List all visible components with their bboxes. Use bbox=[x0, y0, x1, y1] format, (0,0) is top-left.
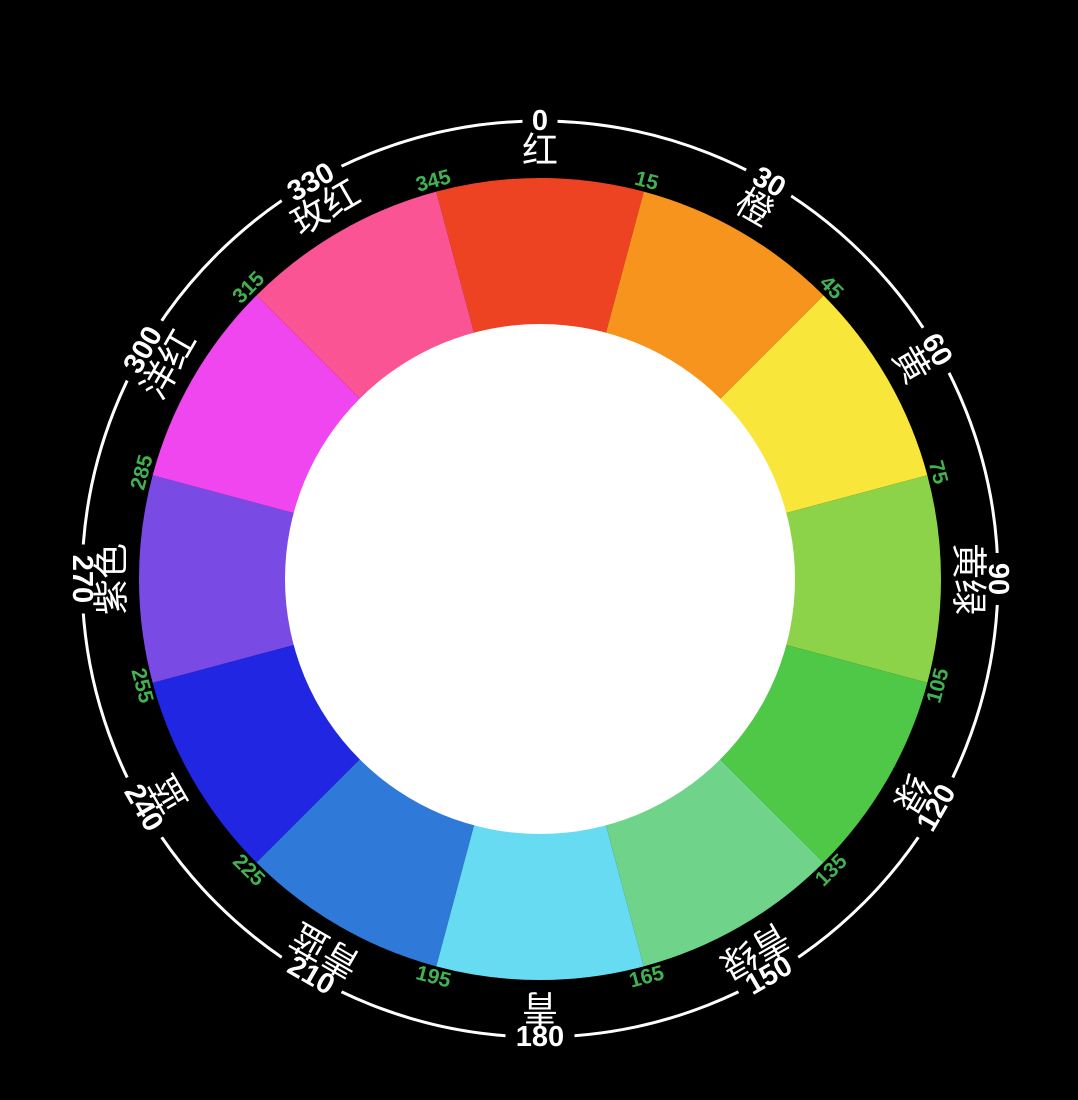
degree-label-backing bbox=[111, 769, 176, 847]
degree-label-backing bbox=[737, 154, 801, 211]
degree-label-backing bbox=[522, 104, 558, 138]
degree-label-backing bbox=[505, 1020, 575, 1054]
degree-label: 180 bbox=[516, 1021, 564, 1053]
degree-label-backing bbox=[272, 150, 350, 215]
degree-label-backing bbox=[730, 943, 808, 1008]
hue-name-label: 青 bbox=[522, 988, 558, 1029]
inner-disc bbox=[285, 324, 795, 834]
degree-label: 90 bbox=[982, 563, 1014, 595]
degree-label-backing bbox=[904, 769, 969, 847]
degree-label-backing bbox=[981, 553, 1015, 605]
hue-name-label: 紫色 bbox=[91, 543, 132, 615]
degree-label: 0 bbox=[532, 105, 548, 137]
degree-label: 270 bbox=[66, 555, 98, 603]
degree-label-backing bbox=[111, 311, 176, 389]
hue-name-label: 黄绿 bbox=[949, 543, 990, 615]
degree-label-backing bbox=[272, 943, 350, 1008]
hue-name-label: 红 bbox=[522, 130, 558, 171]
degree-label-backing bbox=[65, 544, 99, 614]
degree-label-backing bbox=[908, 318, 965, 382]
